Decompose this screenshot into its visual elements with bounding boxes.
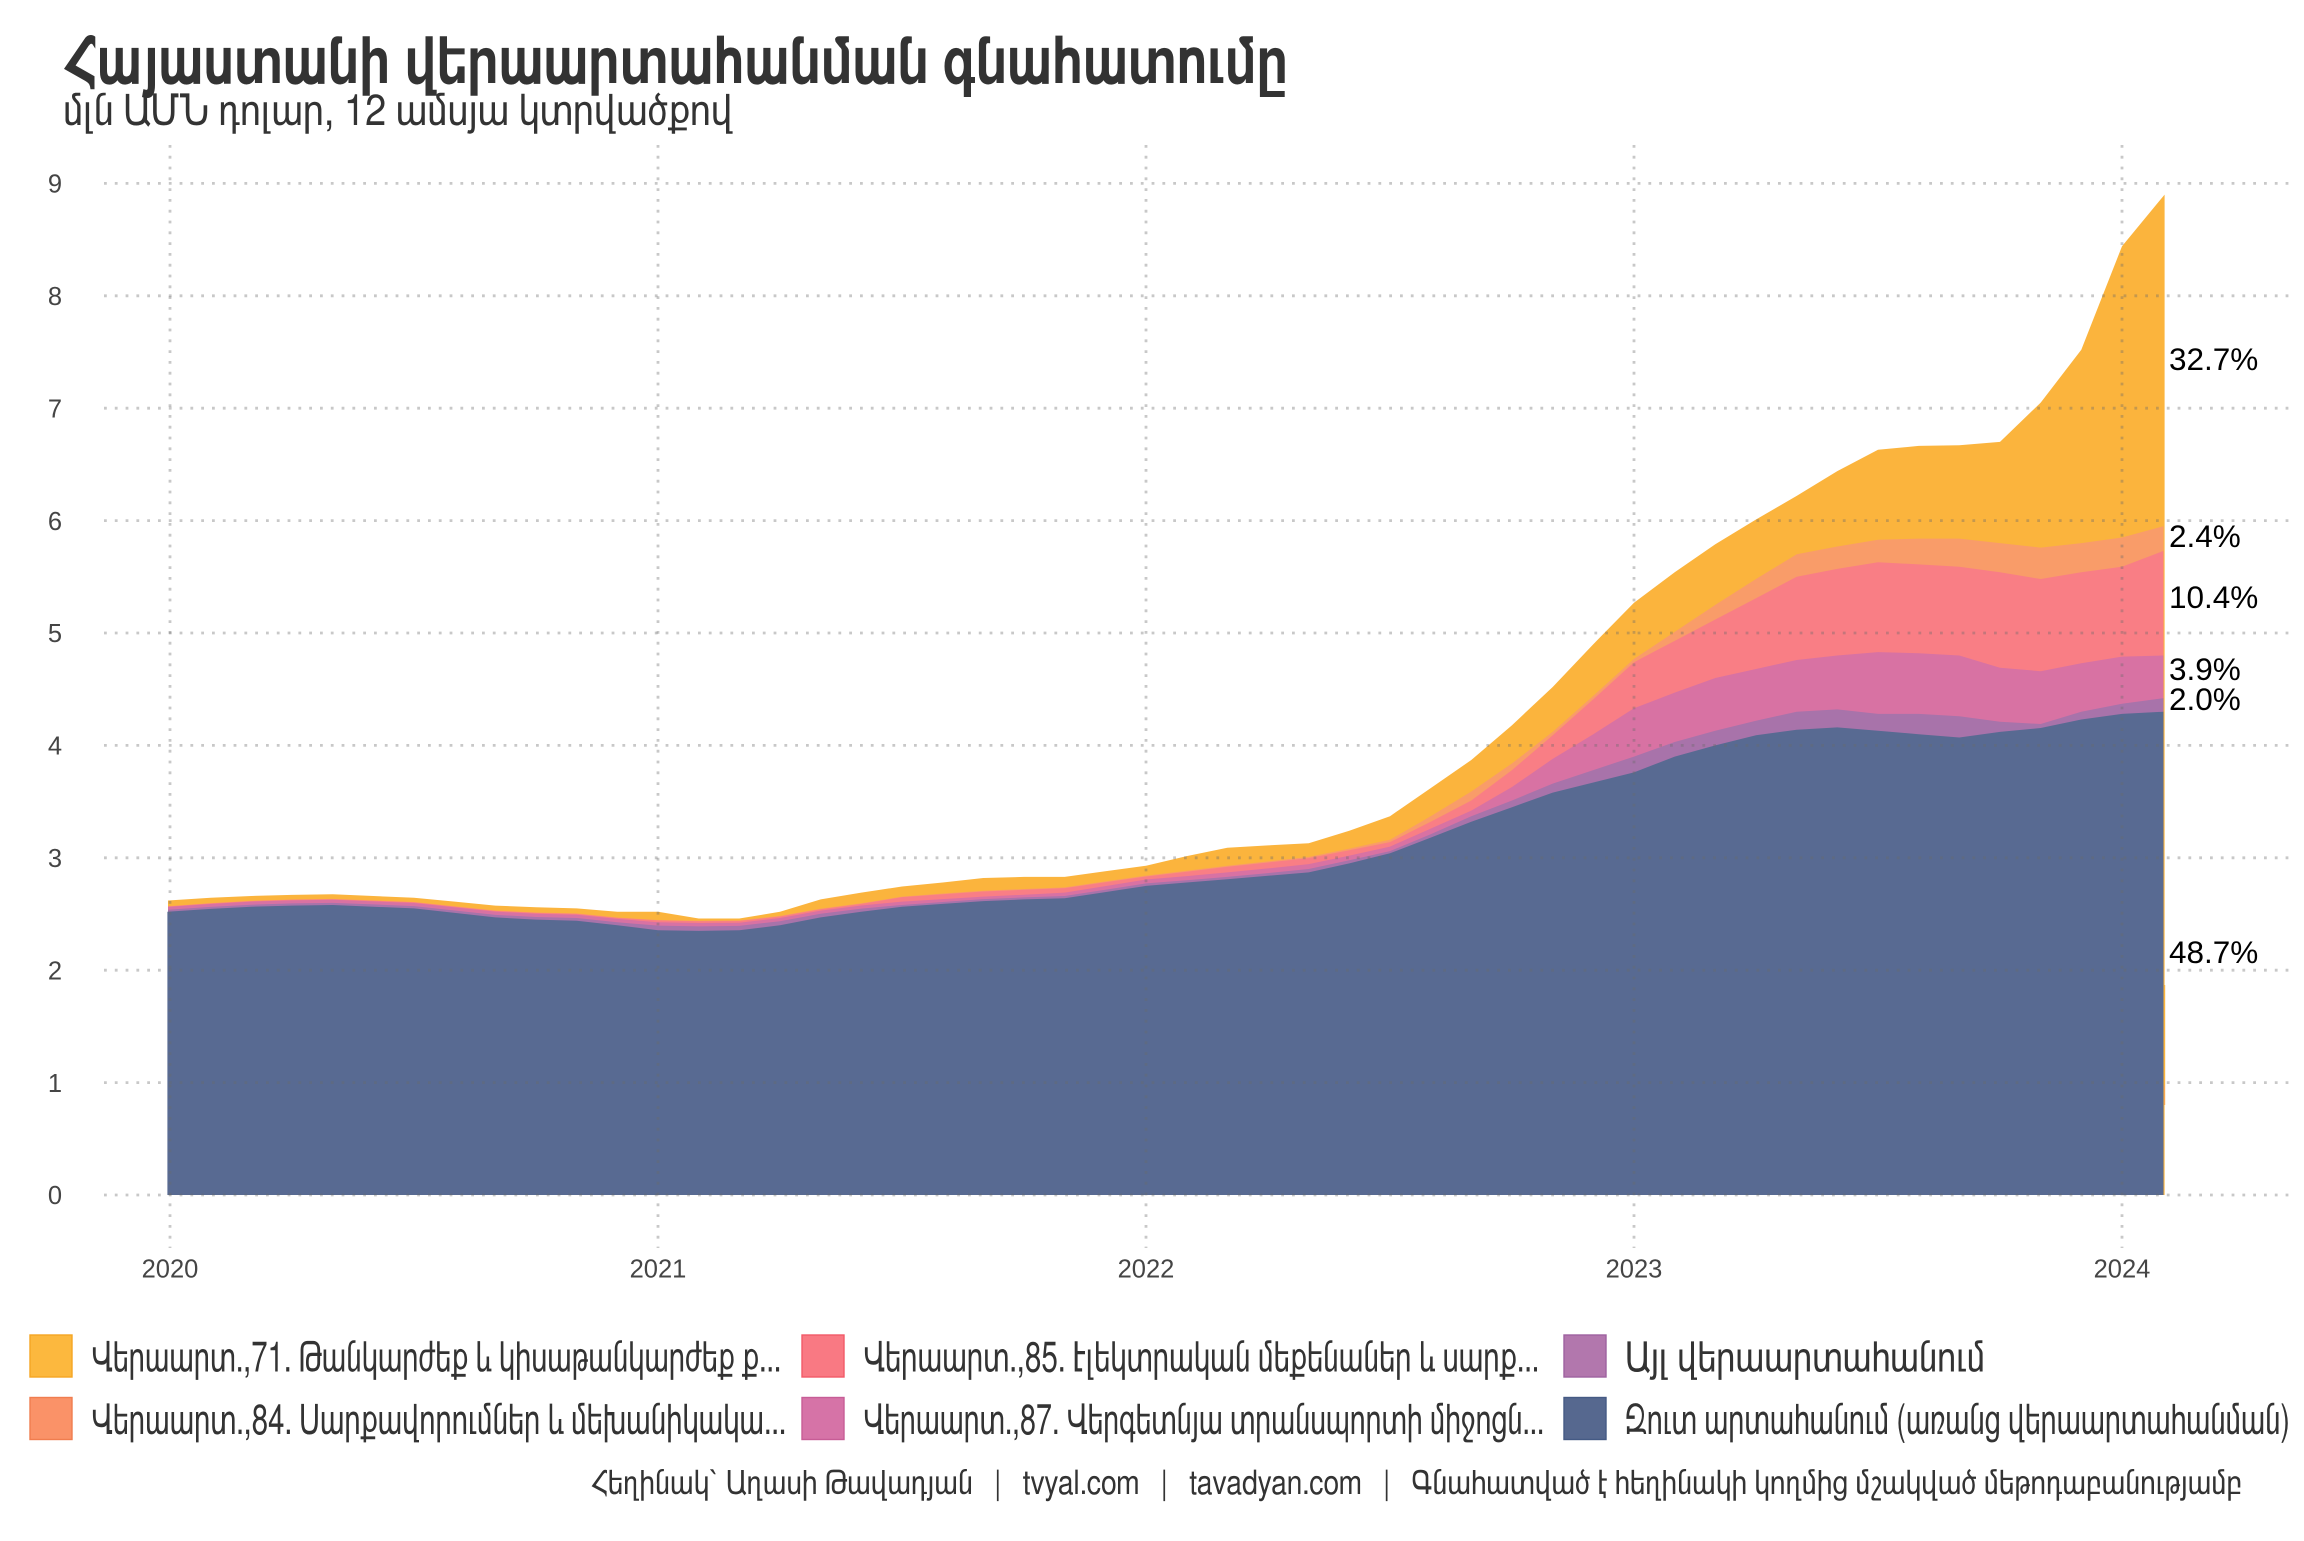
svg-text:48.7%: 48.7% — [2169, 934, 2258, 970]
svg-text:0: 0 — [48, 1182, 62, 1210]
svg-text:2022: 2022 — [1118, 1256, 1175, 1284]
svg-text:3.9%: 3.9% — [2169, 651, 2241, 687]
svg-text:2020: 2020 — [142, 1256, 199, 1284]
svg-text:32.7%: 32.7% — [2169, 341, 2258, 377]
svg-text:4: 4 — [48, 733, 62, 761]
svg-text:2021: 2021 — [630, 1256, 687, 1284]
svg-text:2.0%: 2.0% — [2169, 681, 2241, 717]
svg-text:2024: 2024 — [2094, 1256, 2151, 1284]
svg-text:2023: 2023 — [1606, 1256, 1663, 1284]
svg-text:5: 5 — [48, 620, 62, 648]
svg-text:2: 2 — [48, 957, 62, 985]
svg-text:1: 1 — [48, 1070, 62, 1098]
svg-text:8: 8 — [48, 283, 62, 311]
svg-text:10.4%: 10.4% — [2169, 579, 2258, 615]
svg-text:2.4%: 2.4% — [2169, 518, 2241, 554]
svg-text:9: 9 — [48, 171, 62, 199]
svg-text:3: 3 — [48, 845, 62, 873]
svg-text:6: 6 — [48, 508, 62, 536]
svg-text:7: 7 — [48, 395, 62, 423]
